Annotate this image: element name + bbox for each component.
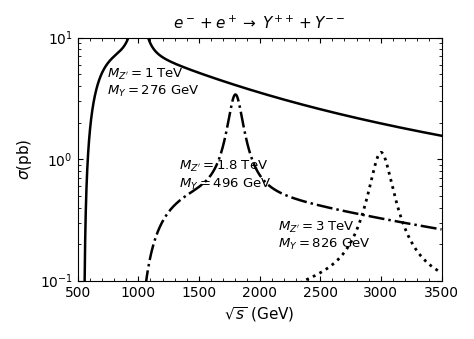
Text: $M_{Z'} = 3$ TeV
$M_Y = 826$ GeV: $M_{Z'} = 3$ TeV $M_Y = 826$ GeV [278,220,370,252]
Text: $M_{Z'} = 1.8$ TeV
$M_Y = 496$ GeV: $M_{Z'} = 1.8$ TeV $M_Y = 496$ GeV [180,159,272,192]
Text: $M_{Z'} = 1$ TeV
$M_Y = 276$ GeV: $M_{Z'} = 1$ TeV $M_Y = 276$ GeV [107,67,199,99]
Title: $e^- + e^+ \rightarrow\ Y^{++} + Y^{--}$: $e^- + e^+ \rightarrow\ Y^{++} + Y^{--}$ [173,15,346,32]
Y-axis label: $\sigma$(pb): $\sigma$(pb) [15,138,34,180]
X-axis label: $\sqrt{s}$ (GeV): $\sqrt{s}$ (GeV) [224,305,295,324]
